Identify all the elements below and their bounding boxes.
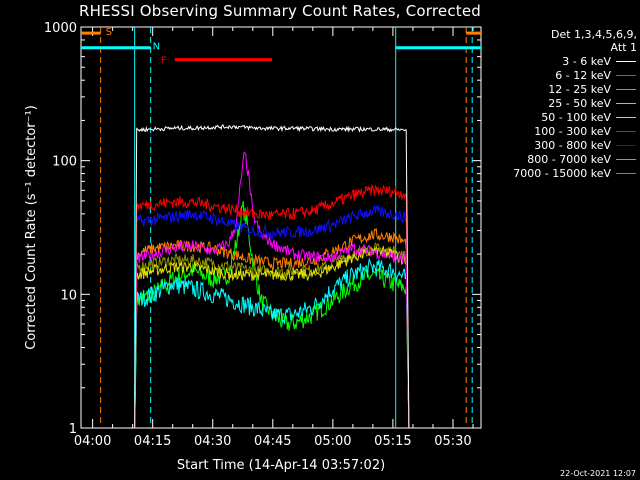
y-tick-label: 1 (69, 422, 77, 437)
legend-entry: 3 - 6 keV (486, 54, 640, 68)
legend-swatch (616, 130, 636, 132)
y-tick-label: 10 (60, 288, 77, 303)
legend-header-line-1: Det 1,3,4,5,6,9, (550, 28, 637, 41)
legend-swatch (616, 144, 636, 146)
legend-label: 100 - 300 keV (534, 124, 611, 138)
flare-label: F (161, 56, 167, 67)
x-axis-label: Start Time (14-Apr-14 03:57:02) (177, 458, 385, 473)
legend-label: 800 - 7000 keV (527, 152, 611, 166)
legend-label: 7000 - 15000 keV (513, 166, 611, 180)
legend-label: 50 - 100 keV (541, 110, 611, 124)
legend-swatch (616, 74, 636, 76)
legend-entry: 6 - 12 keV (486, 68, 640, 82)
saa-label: S (106, 27, 112, 38)
legend-swatch (616, 172, 636, 174)
series-line-50-100-keV (134, 245, 410, 429)
series-line-300-800-keV (134, 205, 410, 429)
legend-entry: 300 - 800 keV (486, 138, 640, 152)
timestamp: 22-Oct-2021 12:07 (560, 469, 636, 478)
series-line-800-7000-keV (134, 228, 410, 429)
legend-swatch (616, 158, 636, 160)
legend-entry: 800 - 7000 keV (486, 152, 640, 166)
series-line-3-6-keV (134, 124, 410, 429)
legend-entry: 7000 - 15000 keV (486, 166, 640, 180)
legend-label: 300 - 800 keV (534, 138, 611, 152)
legend-entry: 100 - 300 keV (486, 124, 640, 138)
x-tick-label: 04:15 (134, 434, 171, 449)
legend-entry: 50 - 100 keV (486, 110, 640, 124)
plot-frame (80, 26, 482, 429)
legend-entry: 12 - 25 keV (486, 82, 640, 96)
series-line-25-50-keV (134, 257, 410, 429)
series-line-6-12-keV (134, 151, 410, 429)
x-tick-label: 04:45 (254, 434, 291, 449)
legend-swatch (616, 102, 636, 104)
legend-label: 3 - 6 keV (562, 54, 611, 68)
legend-swatch (616, 88, 636, 90)
legend-entry: 25 - 50 keV (486, 96, 640, 110)
legend-swatch (616, 116, 636, 118)
x-tick-label: 05:30 (434, 434, 471, 449)
legend-label: 6 - 12 keV (555, 68, 611, 82)
x-tick-label: 05:15 (374, 434, 411, 449)
y-axis-label: Corrected Count Rate (s⁻¹ detector⁻¹) (24, 105, 39, 350)
chart-title: RHESSI Observing Summary Count Rates, Co… (78, 2, 481, 20)
legend-label: 25 - 50 keV (548, 96, 611, 110)
night-label: N (153, 42, 160, 53)
x-tick-label: 04:30 (194, 434, 231, 449)
legend-swatch (616, 60, 636, 62)
legend-label: 12 - 25 keV (548, 82, 611, 96)
series-line-100-300-keV (134, 184, 410, 429)
y-tick-label: 100 (52, 155, 77, 170)
legend: Det 1,3,4,5,6,9, Att 1 3 - 6 keV 6 - 12 k… (486, 28, 640, 180)
legend-header-line-2: Att 1 (610, 41, 637, 54)
x-tick-label: 04:00 (74, 434, 111, 449)
y-tick-label: 1000 (44, 21, 77, 36)
x-tick-label: 05:00 (314, 434, 351, 449)
